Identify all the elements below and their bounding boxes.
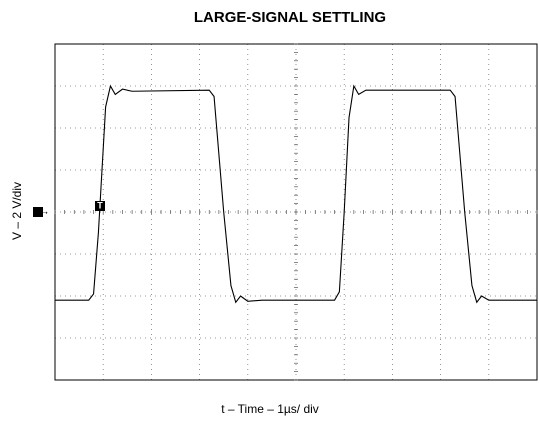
trigger-marker: T (97, 200, 103, 210)
chart-title: LARGE-SIGNAL SETTLING (194, 9, 386, 26)
y-axis-label: V – 2 V/div (10, 182, 24, 240)
channel-marker: 1→ (34, 207, 50, 218)
chart: LARGE-SIGNAL SETTLING t – Time – 1µs/ di… (0, 0, 539, 421)
x-axis-label: t – Time – 1µs/ div (221, 402, 319, 416)
